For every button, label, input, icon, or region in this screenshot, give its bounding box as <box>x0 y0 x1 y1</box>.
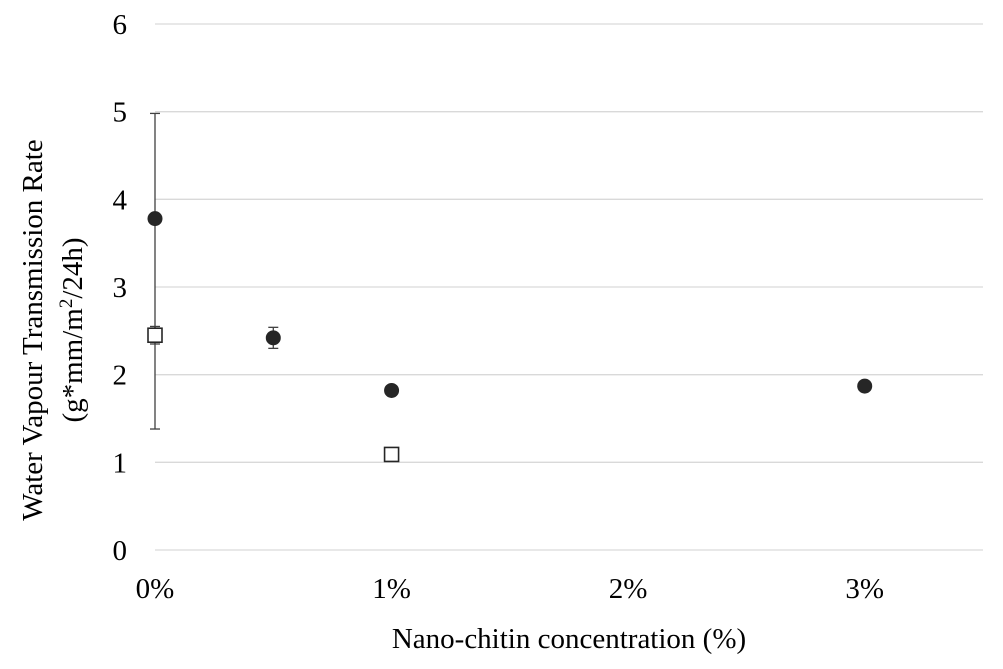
y-axis-unit-prefix: (g*mm/m <box>57 308 89 423</box>
x-tick-labels: 0% 1% 2% 3% <box>136 573 884 605</box>
data-point-square <box>383 446 400 463</box>
data-point-square <box>147 327 163 344</box>
x-tick-label: 3% <box>845 573 884 605</box>
y-tick-label: 6 <box>113 9 128 41</box>
y-tick-label: 1 <box>113 447 128 479</box>
y-axis-title-line2: (g*mm/m2/24h) <box>56 237 89 422</box>
data-point-circle <box>147 211 163 227</box>
y-axis-title-line1: Water Vapour Transmission Rate <box>17 139 49 520</box>
y-axis-unit-superscript: 2 <box>56 299 77 309</box>
y-tick-label: 4 <box>113 184 128 216</box>
error-bar <box>150 112 160 430</box>
data-point-circle <box>857 378 873 394</box>
y-tick-labels: 0 1 2 3 4 5 6 <box>113 9 128 567</box>
data-point-circle <box>384 382 400 398</box>
data-points <box>147 211 873 463</box>
y-tick-label: 5 <box>113 97 128 129</box>
gridlines <box>155 23 983 551</box>
x-axis-title: Nano-chitin concentration (%) <box>392 623 746 655</box>
y-tick-label: 2 <box>113 360 128 392</box>
x-tick-label: 2% <box>609 573 648 605</box>
y-tick-label: 0 <box>113 535 128 567</box>
y-axis-unit-suffix: /24h) <box>57 237 89 298</box>
x-tick-label: 1% <box>372 573 411 605</box>
data-point-circle <box>265 330 281 346</box>
x-tick-label: 0% <box>136 573 175 605</box>
y-tick-label: 3 <box>113 272 128 304</box>
